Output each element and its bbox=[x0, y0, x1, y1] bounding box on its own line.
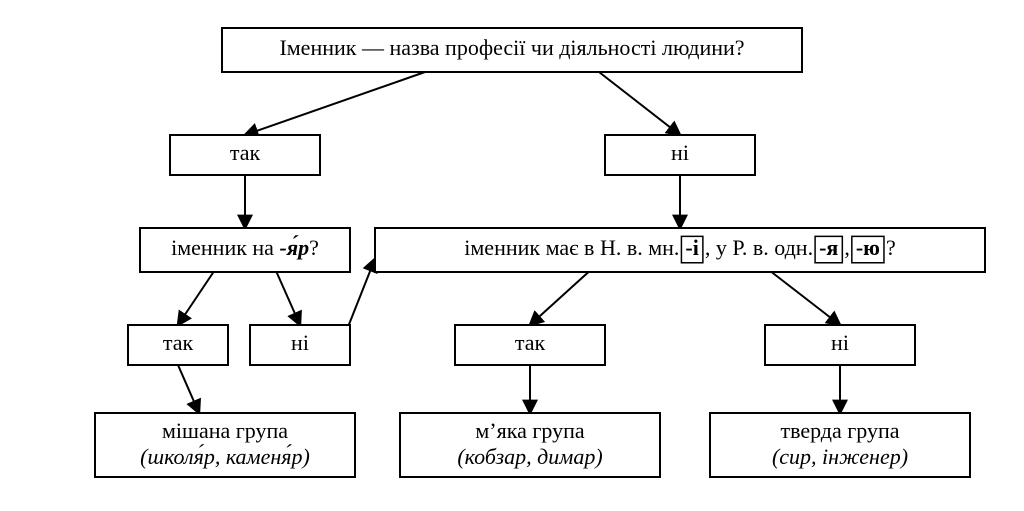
edge-r_q-rl_no bbox=[772, 272, 841, 325]
node-l_yes: так bbox=[170, 135, 320, 175]
node-text-mid: , у Р. в. одн. bbox=[705, 235, 813, 260]
chip-text: -я bbox=[819, 235, 838, 260]
node-line1: тверда група bbox=[780, 418, 899, 443]
node-line2: (сир, інженер) bbox=[772, 444, 908, 469]
node-text: ні bbox=[831, 330, 849, 355]
node-line1: мішана група bbox=[162, 418, 288, 443]
node-text-mid: , bbox=[844, 235, 850, 260]
flowchart-diagram: Іменник — назва професії чи діяльності л… bbox=[0, 0, 1024, 511]
node-leaf_mix: мішана група(школя́р, каменя́р) bbox=[95, 413, 355, 477]
node-text: іменник на -я́р? bbox=[171, 235, 319, 260]
node-text: так bbox=[230, 140, 261, 165]
node-text: ні bbox=[671, 140, 689, 165]
node-text: так bbox=[515, 330, 546, 355]
node-text: Іменник — назва професії чи діяльності л… bbox=[279, 35, 744, 60]
node-r_no: ні bbox=[605, 135, 755, 175]
node-text: ні bbox=[291, 330, 309, 355]
node-rl_yes: так bbox=[455, 325, 605, 365]
node-line2: (кобзар, димар) bbox=[457, 444, 602, 469]
node-line2: (школя́р, каменя́р) bbox=[140, 444, 310, 469]
node-text-mid: ? bbox=[886, 235, 896, 260]
node-text-part: ? bbox=[309, 235, 319, 260]
edge-ll_yes-leaf_mix bbox=[178, 365, 199, 413]
node-root: Іменник — назва професії чи діяльності л… bbox=[222, 28, 802, 72]
node-text-part: -я́р bbox=[279, 235, 309, 260]
chip-text: -і bbox=[685, 235, 698, 260]
edge-l_q-ll_yes bbox=[178, 272, 214, 325]
node-line1: м’яка група bbox=[475, 418, 584, 443]
node-text: так bbox=[163, 330, 194, 355]
node-r_q: іменник має в Н. в. мн.-і, у Р. в. одн.-… bbox=[375, 228, 985, 272]
node-leaf_soft: м’яка група(кобзар, димар) bbox=[400, 413, 660, 477]
node-ll_yes: так bbox=[128, 325, 228, 365]
node-leaf_hard: тверда група(сир, інженер) bbox=[710, 413, 970, 477]
node-ll_no: ні bbox=[250, 325, 350, 365]
chip-text: -ю bbox=[856, 235, 880, 260]
edge-l_q-ll_no bbox=[277, 272, 301, 325]
edge-r_q-rl_yes bbox=[530, 272, 589, 325]
edge-root-l_yes bbox=[245, 72, 425, 135]
node-text-part: іменник на bbox=[171, 235, 279, 260]
node-text-prefix: іменник має в Н. в. мн. bbox=[464, 235, 679, 260]
node-l_q: іменник на -я́р? bbox=[140, 228, 350, 272]
edge-root-r_no bbox=[599, 72, 680, 135]
node-rl_no: ні bbox=[765, 325, 915, 365]
